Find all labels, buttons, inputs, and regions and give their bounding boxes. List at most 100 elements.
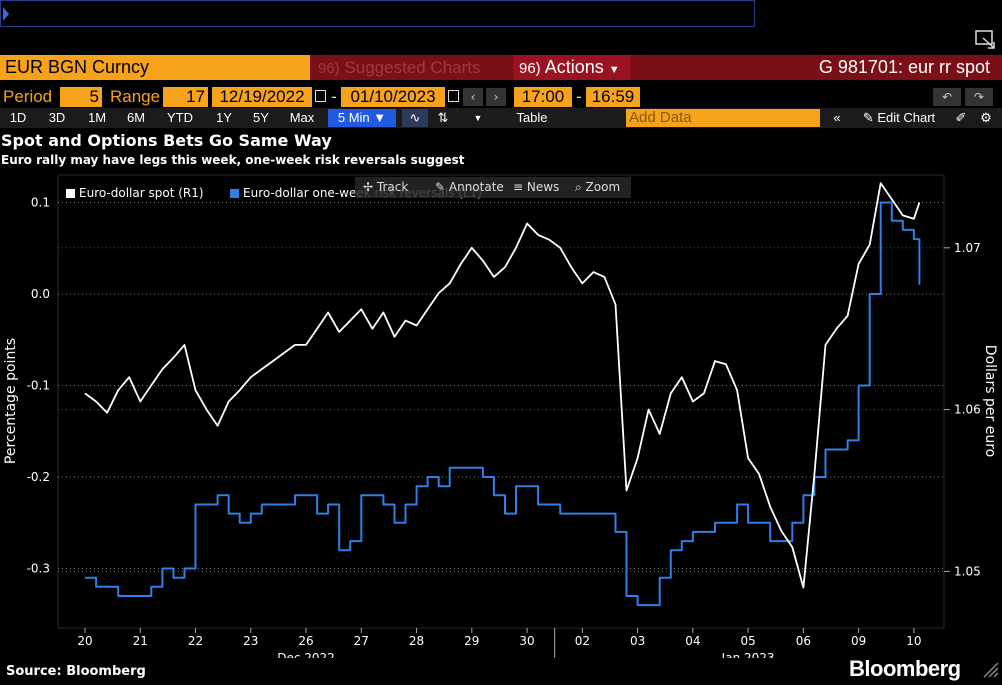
start-date-input[interactable]: 12/19/2022 xyxy=(212,87,312,107)
collapse-icon[interactable]: « xyxy=(833,110,841,125)
x-tick-label: 28 xyxy=(409,634,424,648)
suggested-charts-icon: 96) xyxy=(318,60,340,77)
left-axis: 0.1 0.0 -0.1 -0.2 -0.3 xyxy=(27,195,50,575)
x-tick-label: 22 xyxy=(188,634,203,648)
range-5y[interactable]: 5Y xyxy=(253,110,269,125)
series-line xyxy=(84,182,921,589)
range-label: Range xyxy=(110,87,161,106)
x-group-label: Jan 2023 xyxy=(721,651,775,658)
prev-icon[interactable]: ‹ xyxy=(463,88,483,106)
edit-chart-label: Edit Chart xyxy=(877,110,936,125)
calendar-icon[interactable] xyxy=(448,90,459,102)
chart-type-dropdown-icon[interactable]: ▼ xyxy=(473,113,483,123)
x-tick-label: 02 xyxy=(575,634,590,648)
time-separator: - xyxy=(576,87,582,106)
series-rr xyxy=(85,201,921,607)
start-time-input[interactable]: 17:00 xyxy=(514,87,572,107)
range-6m[interactable]: 6M xyxy=(126,110,146,125)
right-axis: 1.07 1.06 1.05 xyxy=(944,241,981,578)
undo-icon[interactable]: ↶ xyxy=(933,88,961,106)
interval-select[interactable]: 5 Min ▼ xyxy=(328,109,396,127)
legend-spot-label: Euro-dollar spot (R1) xyxy=(79,186,204,200)
add-data-input[interactable]: Add Data xyxy=(626,109,820,127)
legend-spot[interactable]: Euro-dollar spot (R1) xyxy=(66,186,204,200)
redo-icon[interactable]: ↷ xyxy=(965,88,993,106)
edit-chart-button[interactable]: ✎ Edit Chart xyxy=(862,110,936,125)
chart-hover-toolbar: ✢ Track ✎ Annotate ≡ News ⌕ Zoom xyxy=(355,177,631,198)
x-tick-label: 21 xyxy=(133,634,148,648)
zoom-button[interactable]: ⌕ Zoom xyxy=(575,180,621,194)
news-button[interactable]: ≡ News xyxy=(513,180,560,194)
next-icon[interactable]: › xyxy=(486,88,506,106)
right-tick-label: 1.06 xyxy=(954,403,981,417)
legend-swatch-rr xyxy=(230,189,239,198)
bar-type-icon[interactable]: ⇅ xyxy=(437,110,449,125)
x-tick-label: 30 xyxy=(519,634,534,648)
actions-button[interactable]: 96) Actions ▼ xyxy=(513,55,631,80)
chart-area[interactable]: 0.1 0.0 -0.1 -0.2 -0.3 1.07 1.06 1.05 20 21 22 23… xyxy=(0,170,1002,658)
x-tick-label: 10 xyxy=(906,634,921,648)
legend-swatch-spot xyxy=(66,189,75,198)
chart-subtitle: Euro rally may have legs this week, one-… xyxy=(1,153,465,167)
date-separator: - xyxy=(331,87,337,106)
x-tick-label: 05 xyxy=(740,634,755,648)
left-tick-label: -0.1 xyxy=(27,378,50,392)
period-label: Period xyxy=(3,87,53,106)
left-tick-label: -0.3 xyxy=(27,562,50,576)
range-1d[interactable]: 1D xyxy=(9,110,27,125)
source-note: Source: Bloomberg xyxy=(6,664,146,679)
right-axis-label: Dollars per euro xyxy=(982,345,998,457)
period-input[interactable]: 5 xyxy=(60,87,102,107)
chart-title: Spot and Options Bets Go Same Way xyxy=(1,131,332,150)
plot-background xyxy=(57,174,945,629)
table-button[interactable]: Table xyxy=(516,110,548,125)
annotate-button[interactable]: ✎ Annotate xyxy=(435,180,504,194)
series-line xyxy=(85,201,921,607)
right-tick-label: 1.05 xyxy=(954,564,981,578)
actions-icon: 96) xyxy=(519,60,541,77)
range-ytd[interactable]: YTD xyxy=(167,110,193,125)
end-time-input[interactable]: 16:59 xyxy=(586,87,640,107)
calendar-icon[interactable] xyxy=(315,90,326,102)
track-button[interactable]: ✢ Track xyxy=(363,180,409,194)
range-max[interactable]: Max xyxy=(289,110,315,125)
left-axis-label: Percentage points xyxy=(3,338,19,464)
range-1y[interactable]: 1Y xyxy=(216,110,232,125)
x-tick-label: 03 xyxy=(630,634,645,648)
actions-label: Actions xyxy=(544,57,604,77)
range-input[interactable]: 17 xyxy=(163,87,208,107)
x-tick-label: 23 xyxy=(243,634,258,648)
news-label: News xyxy=(526,180,560,194)
gear-icon[interactable]: ⚙ xyxy=(980,110,992,125)
x-tick-label: 26 xyxy=(298,634,313,648)
series-spot xyxy=(84,182,921,589)
x-group-label: Dec 2022 xyxy=(277,651,335,658)
range-1m[interactable]: 1M xyxy=(87,110,107,125)
cursor-icon xyxy=(3,7,9,21)
x-tick-label: 09 xyxy=(851,634,866,648)
track-label: Track xyxy=(376,180,409,194)
security-field[interactable]: EUR BGN Curncy xyxy=(0,55,310,80)
zoom-label: Zoom xyxy=(585,180,621,194)
x-axis: 20 21 22 23 26 27 28 29 30 02 03 04 05 06 09 10 Dec 2022… xyxy=(77,628,922,658)
annotate-icon[interactable]: ✐ xyxy=(955,110,967,125)
interval-label: 5 Min xyxy=(337,110,370,125)
left-tick-label: -0.2 xyxy=(27,470,50,484)
x-tick-label: 20 xyxy=(77,634,92,648)
left-tick-label: 0.0 xyxy=(31,287,50,301)
x-tick-label: 27 xyxy=(354,634,369,648)
popout-icon[interactable] xyxy=(975,30,997,50)
x-tick-label: 04 xyxy=(685,634,700,648)
suggested-charts-label: Suggested Charts xyxy=(344,58,481,77)
chart-id: G 981701: eur rr spot xyxy=(818,57,990,77)
right-tick-label: 1.07 xyxy=(954,241,981,255)
bloomberg-logo: Bloomberg xyxy=(849,656,961,681)
line-chart-icon[interactable]: ∿ xyxy=(402,109,428,127)
range-3d[interactable]: 3D xyxy=(48,110,66,125)
annotate-label: Annotate xyxy=(448,180,504,194)
end-date-input[interactable]: 01/10/2023 xyxy=(341,87,445,107)
resize-grip-icon[interactable] xyxy=(980,659,1000,679)
suggested-charts-button[interactable]: 96) Suggested Charts xyxy=(318,55,481,80)
command-line[interactable] xyxy=(0,0,755,27)
left-tick-label: 0.1 xyxy=(31,195,50,209)
